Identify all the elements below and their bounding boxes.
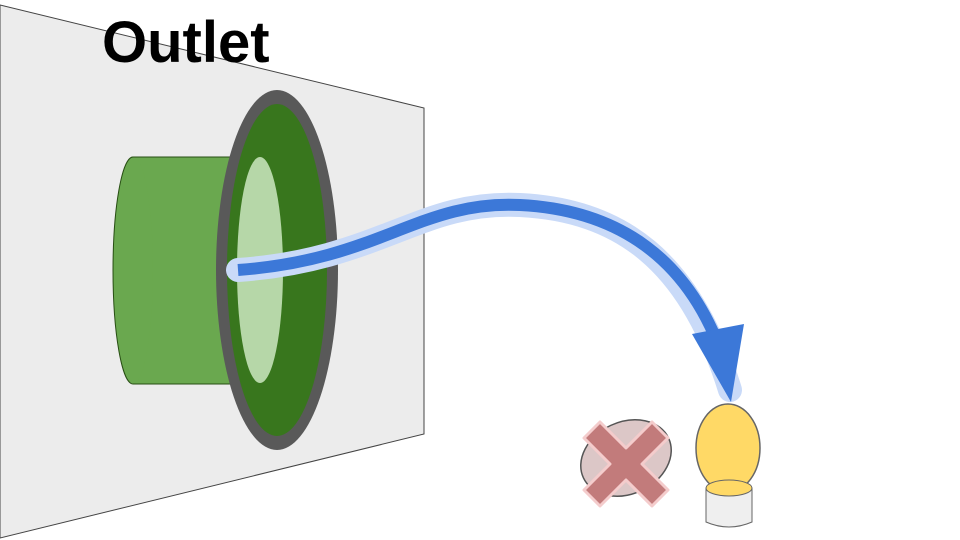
flow-arrow-head xyxy=(692,324,744,402)
egg-shape xyxy=(695,403,761,493)
flow-arrow xyxy=(226,192,744,402)
rejected-egg xyxy=(580,419,672,508)
outlet-title: Outlet xyxy=(102,10,270,75)
egg-cup-rim xyxy=(705,479,753,497)
egg-cup xyxy=(705,487,753,528)
red-x-icon xyxy=(582,420,670,508)
egg-in-cup-icon xyxy=(695,403,761,528)
